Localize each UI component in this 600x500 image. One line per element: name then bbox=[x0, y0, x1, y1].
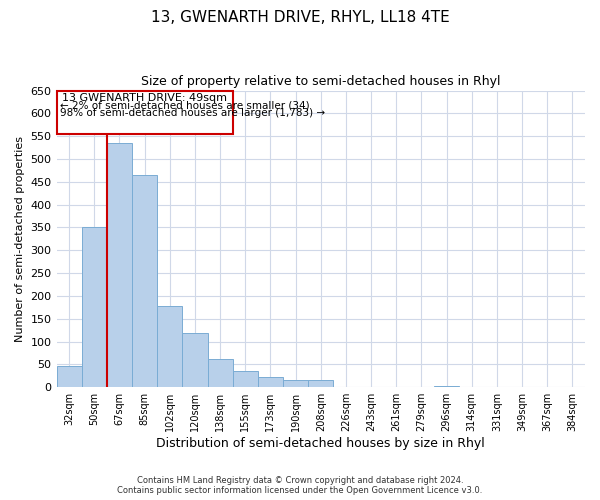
Bar bbox=[107, 143, 132, 387]
Title: Size of property relative to semi-detached houses in Rhyl: Size of property relative to semi-detach… bbox=[141, 75, 500, 88]
Bar bbox=[308, 380, 334, 387]
Text: 13, GWENARTH DRIVE, RHYL, LL18 4TE: 13, GWENARTH DRIVE, RHYL, LL18 4TE bbox=[151, 10, 449, 25]
Y-axis label: Number of semi-detached properties: Number of semi-detached properties bbox=[15, 136, 25, 342]
Bar bbox=[182, 334, 208, 387]
Text: 98% of semi-detached houses are larger (1,783) →: 98% of semi-detached houses are larger (… bbox=[61, 108, 325, 118]
Bar bbox=[208, 359, 233, 387]
Bar bbox=[132, 175, 157, 387]
Bar bbox=[434, 386, 459, 387]
Bar bbox=[56, 366, 82, 387]
X-axis label: Distribution of semi-detached houses by size in Rhyl: Distribution of semi-detached houses by … bbox=[157, 437, 485, 450]
Bar bbox=[258, 377, 283, 387]
Text: Contains HM Land Registry data © Crown copyright and database right 2024.
Contai: Contains HM Land Registry data © Crown c… bbox=[118, 476, 482, 495]
Bar bbox=[56, 90, 233, 134]
Text: 13 GWENARTH DRIVE: 49sqm: 13 GWENARTH DRIVE: 49sqm bbox=[62, 93, 227, 103]
Bar bbox=[82, 228, 107, 387]
Text: ← 2% of semi-detached houses are smaller (34): ← 2% of semi-detached houses are smaller… bbox=[61, 100, 310, 110]
Bar bbox=[283, 380, 308, 387]
Bar bbox=[157, 306, 182, 387]
Bar bbox=[233, 371, 258, 387]
